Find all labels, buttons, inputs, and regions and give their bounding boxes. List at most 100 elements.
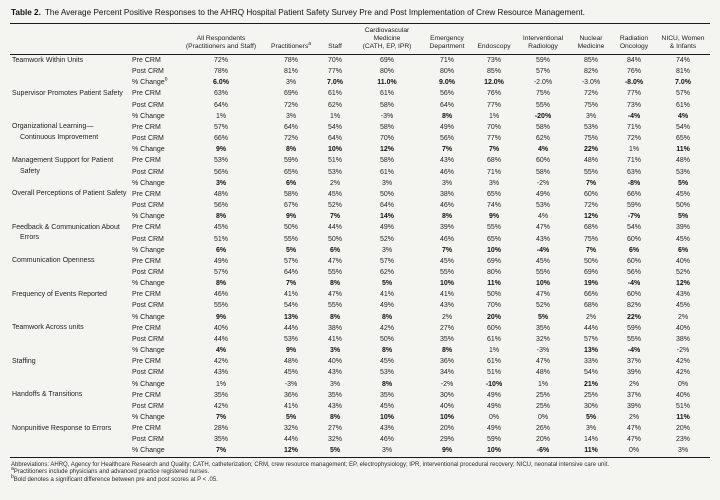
row-measure-label: Pre CRM xyxy=(132,123,161,131)
value-cell: 35% xyxy=(535,324,550,332)
value-cell: 58% xyxy=(283,190,298,198)
value-cell: 64% xyxy=(379,202,394,210)
value-cell: 54% xyxy=(583,369,598,377)
value-cell: 12% xyxy=(283,447,298,455)
value-cell: 84% xyxy=(626,57,641,64)
value-cell: 10% xyxy=(327,146,342,154)
value-cell: 48% xyxy=(283,358,298,366)
value-cell: 8% xyxy=(215,213,227,221)
value-cell: -2% xyxy=(536,179,550,187)
value-cell: 60% xyxy=(535,157,550,165)
value-cell: 43% xyxy=(327,369,342,377)
value-cell: 69% xyxy=(583,268,598,276)
row-category-label: Feedback & Communication About Errors xyxy=(12,223,120,242)
value-cell: 39% xyxy=(626,369,641,377)
row-measure-label: % Change xyxy=(132,112,165,120)
value-cell: 60% xyxy=(583,190,598,198)
value-cell: 47% xyxy=(535,224,550,232)
column-header-4: Emergency Department xyxy=(422,23,472,55)
value-cell: 56% xyxy=(213,168,228,176)
table-row: % Change 3% 6% 2% 3% 3% 3% -2% 7% -8% 5% xyxy=(10,178,710,189)
value-cell: 66% xyxy=(583,291,598,299)
value-cell: 40% xyxy=(675,391,690,399)
table-row: Teamwork Across units Pre CRM 40% 44% 38% 42%… xyxy=(10,323,710,334)
value-cell: 69% xyxy=(486,257,501,265)
value-cell: 81% xyxy=(283,68,298,76)
value-cell: 49% xyxy=(439,123,454,131)
table-row: Post CRM 35% 44% 32% 46% 29% 59% 20% 14% 47% 23% xyxy=(10,434,710,445)
value-cell: 12% xyxy=(675,280,690,288)
value-cell: 39% xyxy=(626,402,641,410)
value-cell: 41% xyxy=(439,291,454,299)
value-cell: 0% xyxy=(677,380,689,388)
value-cell: 80% xyxy=(379,68,394,76)
value-cell: 9% xyxy=(441,447,453,455)
value-cell: 3% xyxy=(441,179,453,187)
value-cell: -2% xyxy=(440,380,454,388)
value-cell: 25% xyxy=(535,391,550,399)
value-cell: 51% xyxy=(327,157,342,165)
value-cell: 26% xyxy=(535,425,550,433)
value-cell: 4% xyxy=(215,347,227,355)
value-cell: 42% xyxy=(675,369,690,377)
value-cell: 5% xyxy=(329,447,341,455)
value-cell: 43% xyxy=(379,425,394,433)
value-cell: 58% xyxy=(379,157,394,165)
value-cell: 55% xyxy=(583,168,598,176)
value-cell: 53% xyxy=(583,123,598,131)
value-cell: 49% xyxy=(486,425,501,433)
value-cell: 77% xyxy=(486,101,501,109)
value-cell: 27% xyxy=(439,324,454,332)
value-cell: 5% xyxy=(285,246,297,254)
value-cell: 32% xyxy=(283,425,298,433)
value-cell: 57% xyxy=(379,257,394,265)
value-cell: 54% xyxy=(283,302,298,310)
value-cell: 47% xyxy=(327,257,342,265)
value-cell: 3% xyxy=(285,79,297,87)
value-cell: 72% xyxy=(583,90,598,98)
value-cell: 12.0% xyxy=(484,79,504,87)
value-cell: 3% xyxy=(381,246,393,254)
value-cell: 8% xyxy=(381,347,393,355)
value-cell: 13% xyxy=(283,313,298,321)
value-cell: 45% xyxy=(439,257,454,265)
value-cell: 73% xyxy=(626,101,641,109)
value-cell: 39% xyxy=(439,224,454,232)
table-row: Communication Openness Pre CRM 49% 57% 47% 57… xyxy=(10,256,710,267)
value-cell: 53% xyxy=(379,369,394,377)
value-cell: 39% xyxy=(675,224,690,232)
row-measure-label: % Change xyxy=(132,414,165,421)
value-cell: 20% xyxy=(675,425,690,433)
value-cell: 50% xyxy=(486,291,501,299)
value-cell: 55% xyxy=(439,268,454,276)
value-cell: 42% xyxy=(213,402,228,410)
value-cell: 68% xyxy=(486,157,501,165)
row-measure-label: Post CRM xyxy=(132,101,164,109)
value-cell: 61% xyxy=(675,101,690,109)
value-cell: -8.0% xyxy=(624,79,644,87)
value-cell: 6.0% xyxy=(213,79,229,87)
value-cell: 40% xyxy=(213,324,228,332)
table-row: Post CRM 44% 53% 41% 50% 35% 61% 32% 57% 55% 38% xyxy=(10,334,710,345)
value-cell: 64% xyxy=(327,135,342,143)
value-cell: 70% xyxy=(379,135,394,143)
value-cell: 44% xyxy=(327,224,342,232)
value-cell: 76% xyxy=(626,68,641,76)
table-row: Handoffs & Transitions Pre CRM 35% 36% 35% 35… xyxy=(10,390,710,401)
value-cell: 40% xyxy=(439,402,454,410)
value-cell: -3% xyxy=(380,112,394,120)
table-row: Post CRM 66% 72% 64% 70% 56% 77% 62% 75% 72% 65% xyxy=(10,133,710,144)
table-row: Post CRM 43% 45% 43% 53% 34% 51% 48% 54% 39% 42% xyxy=(10,367,710,378)
value-cell: 55% xyxy=(626,335,641,343)
value-cell: 20% xyxy=(535,436,550,444)
value-cell: 62% xyxy=(379,268,394,276)
table-row: % Change 8% 9% 7% 14% 8% 9% 4% 12% -7% 5% xyxy=(10,211,710,222)
table-row: Post CRM 64% 72% 62% 58% 64% 77% 55% 75% 73% 61% xyxy=(10,100,710,111)
value-cell: 30% xyxy=(583,402,598,410)
value-cell: 54% xyxy=(327,123,342,131)
value-cell: 51% xyxy=(486,369,501,377)
value-cell: 64% xyxy=(283,123,298,131)
value-cell: 3% xyxy=(381,447,393,455)
value-cell: 48% xyxy=(675,157,690,165)
value-cell: 22% xyxy=(626,313,641,321)
